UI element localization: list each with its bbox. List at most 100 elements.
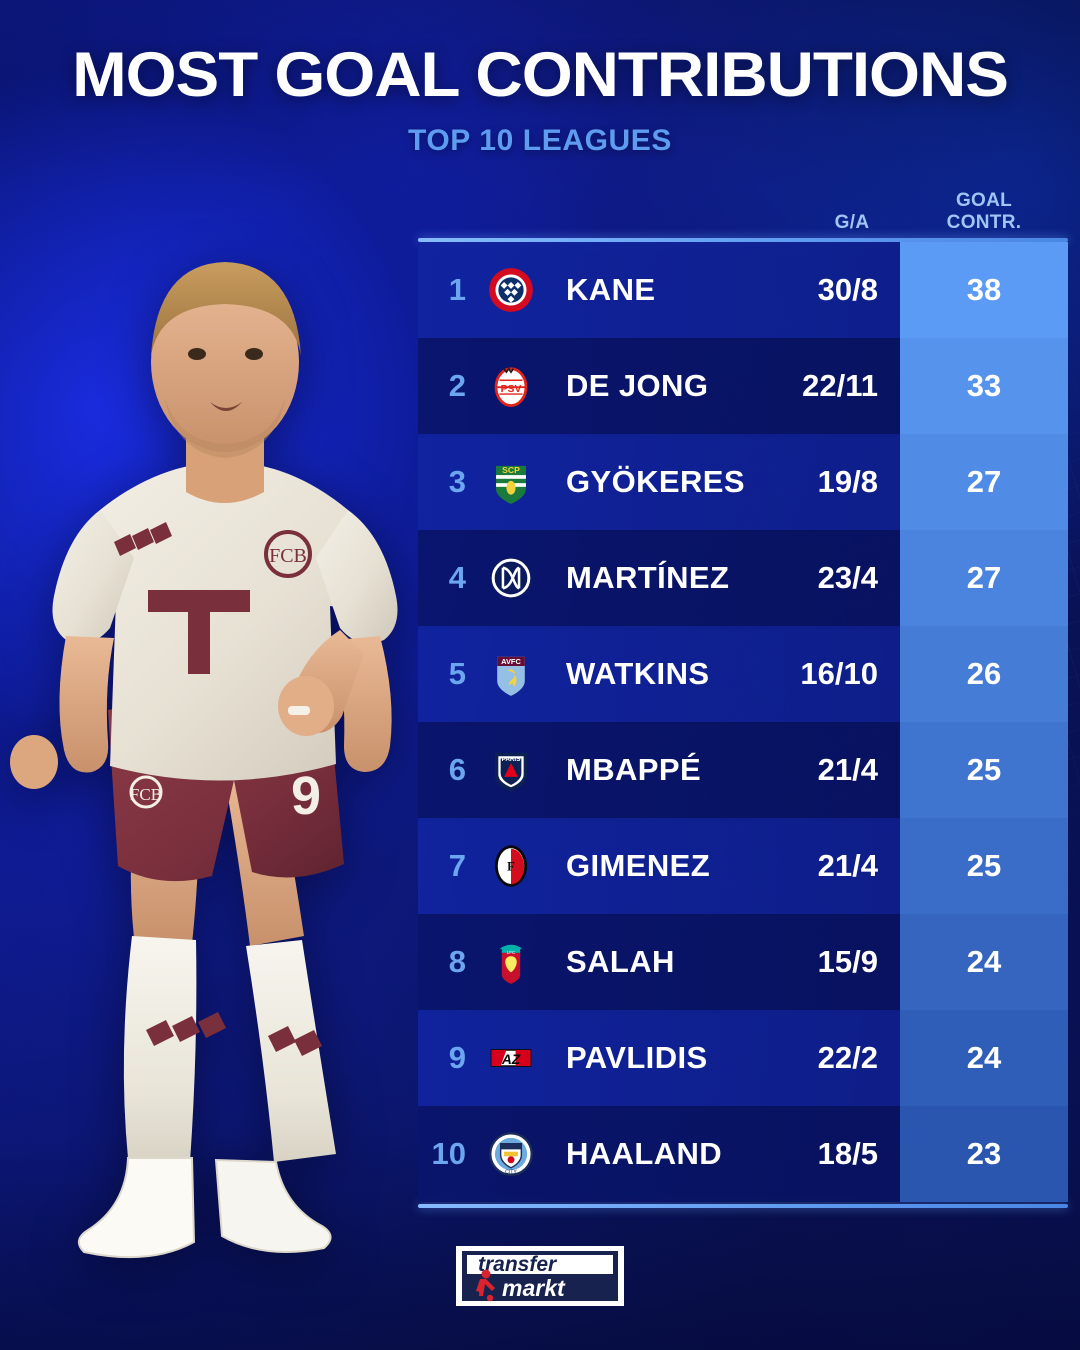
svg-text:PSV: PSV (501, 384, 522, 395)
row-main-cells: 9 AZ PAVLIDIS 22/2 (418, 1010, 900, 1106)
transfermarkt-logo: transfer markt (456, 1246, 624, 1306)
column-header-goal-line1: GOAL (955, 190, 1013, 212)
table-row[interactable]: 1 KANE 30/8 38 (418, 242, 1068, 338)
table-row[interactable]: 10 CITY HAALAND 18/5 23 (418, 1106, 1068, 1202)
goals-assists-value: 22/2 (817, 1040, 878, 1075)
goals-assists-value: 16/10 (800, 656, 878, 691)
man-city-crest: CITY (480, 1123, 542, 1185)
goal-contributions-cell: 27 (900, 530, 1068, 626)
psg-crest: PARIS (480, 739, 542, 801)
rank-number: 4 (448, 560, 466, 595)
table-body: 1 KANE 30/8 38 2 PSV DE JONG 22/11 33 3 SCP GYÖKERE… (418, 242, 1068, 1202)
table-column-headers: G/A GOAL CONTR. (418, 168, 1068, 238)
player-name: WATKINS (566, 656, 710, 691)
row-main-cells: 5 AVFC WATKINS 16/10 (418, 626, 900, 722)
player-name: SALAH (566, 944, 675, 979)
goals-assists-value: 23/4 (817, 560, 878, 595)
table-row[interactable]: 7 F GIMENEZ 21/4 25 (418, 818, 1068, 914)
goal-contributions-value: 23 (966, 1136, 1002, 1171)
feyenoord-crest: F (480, 835, 542, 897)
goals-assists-value: 15/9 (817, 944, 878, 979)
az-crest: AZ (480, 1027, 542, 1089)
goal-contributions-cell: 24 (900, 914, 1068, 1010)
goals-assists-value: 21/4 (817, 752, 878, 787)
table-row[interactable]: 5 AVFC WATKINS 16/10 26 (418, 626, 1068, 722)
row-main-cells: 1 KANE 30/8 (418, 242, 900, 338)
column-header-goal-contributions: GOAL CONTR. (900, 190, 1068, 234)
psv-crest: PSV (480, 355, 542, 417)
player-name: PAVLIDIS (566, 1040, 708, 1075)
goal-contributions-value: 27 (966, 560, 1002, 595)
goal-contributions-value: 25 (966, 848, 1002, 883)
table-row[interactable]: 4 MARTÍNEZ 23/4 27 (418, 530, 1068, 626)
svg-text:AZ: AZ (501, 1052, 521, 1067)
row-main-cells: 7 F GIMENEZ 21/4 (418, 818, 900, 914)
goal-contributions-cell: 26 (900, 626, 1068, 722)
player-name: MBAPPÉ (566, 752, 702, 787)
goal-contributions-value: 24 (966, 944, 1002, 979)
table-row[interactable]: 6 PARIS MBAPPÉ 21/4 25 (418, 722, 1068, 818)
goal-contributions-cell: 25 (900, 722, 1068, 818)
goal-contributions-cell: 23 (900, 1106, 1068, 1202)
player-name: DE JONG (566, 368, 709, 403)
row-main-cells: 10 CITY HAALAND 18/5 (418, 1106, 900, 1202)
goal-contributions-value: 27 (966, 464, 1002, 499)
svg-text:LFC: LFC (507, 950, 516, 955)
player-name: MARTÍNEZ (566, 560, 730, 595)
table-row[interactable]: 2 PSV DE JONG 22/11 33 (418, 338, 1068, 434)
svg-text:F: F (507, 860, 515, 874)
rank-number: 1 (448, 272, 466, 307)
table-row[interactable]: 3 SCP GYÖKERES 19/8 27 (418, 434, 1068, 530)
rank-number: 3 (448, 464, 466, 499)
header-block: MOST GOAL CONTRIBUTIONS TOP 10 LEAGUES (0, 44, 1080, 158)
svg-text:FCB: FCB (269, 545, 307, 567)
row-main-cells: 8 LFC SALAH 15/9 (418, 914, 900, 1010)
goals-assists-value: 22/11 (802, 368, 878, 403)
goal-contributions-value: 33 (966, 368, 1002, 403)
aston-villa-crest: AVFC (480, 643, 542, 705)
liverpool-crest: LFC (480, 931, 542, 993)
goals-assists-value: 21/4 (817, 848, 878, 883)
player-name: GYÖKERES (566, 464, 745, 499)
rank-number: 5 (448, 656, 466, 691)
rank-number: 10 (431, 1136, 466, 1171)
player-photo-harry-kane: FCB 9 FCB (0, 150, 458, 1350)
goal-contributions-cell: 25 (900, 818, 1068, 914)
svg-text:transfer: transfer (478, 1253, 558, 1276)
goal-contributions-cell: 24 (900, 1010, 1068, 1106)
row-main-cells: 2 PSV DE JONG 22/11 (418, 338, 900, 434)
rank-number: 7 (448, 848, 466, 883)
rank-number: 9 (448, 1040, 466, 1075)
table-bottom-rule (418, 1204, 1068, 1208)
goal-contributions-value: 25 (966, 752, 1002, 787)
goal-contributions-value: 26 (966, 656, 1002, 691)
page-subtitle: TOP 10 LEAGUES (407, 124, 673, 157)
sporting-crest: SCP (480, 451, 542, 513)
goal-contributions-cell: 27 (900, 434, 1068, 530)
row-main-cells: 3 SCP GYÖKERES 19/8 (418, 434, 900, 530)
goals-assists-value: 18/5 (817, 1136, 878, 1171)
table-row[interactable]: 8 LFC SALAH 15/9 24 (418, 914, 1068, 1010)
svg-text:markt: markt (502, 1275, 566, 1301)
rank-number: 8 (448, 944, 466, 979)
goal-contributions-cell: 33 (900, 338, 1068, 434)
goal-contributions-value: 38 (966, 272, 1002, 307)
svg-text:PARIS: PARIS (502, 756, 521, 763)
svg-text:SCP: SCP (502, 465, 520, 475)
table-row[interactable]: 9 AZ PAVLIDIS 22/2 24 (418, 1010, 1068, 1106)
bayern-crest (480, 259, 542, 321)
goal-contributions-cell: 38 (900, 242, 1068, 338)
svg-text:AVFC: AVFC (501, 657, 521, 666)
player-name: KANE (566, 272, 656, 307)
svg-text:CITY: CITY (505, 1170, 517, 1176)
column-header-goal-line2: CONTR. (946, 212, 1022, 234)
goal-contributions-value: 24 (966, 1040, 1002, 1075)
rank-number: 2 (448, 368, 466, 403)
svg-text:9: 9 (291, 766, 321, 826)
svg-text:FCB: FCB (130, 785, 162, 804)
inter-crest (480, 547, 542, 609)
row-main-cells: 4 MARTÍNEZ 23/4 (418, 530, 900, 626)
player-name: HAALAND (566, 1136, 723, 1171)
goals-assists-value: 30/8 (817, 272, 878, 307)
rank-number: 6 (448, 752, 466, 787)
